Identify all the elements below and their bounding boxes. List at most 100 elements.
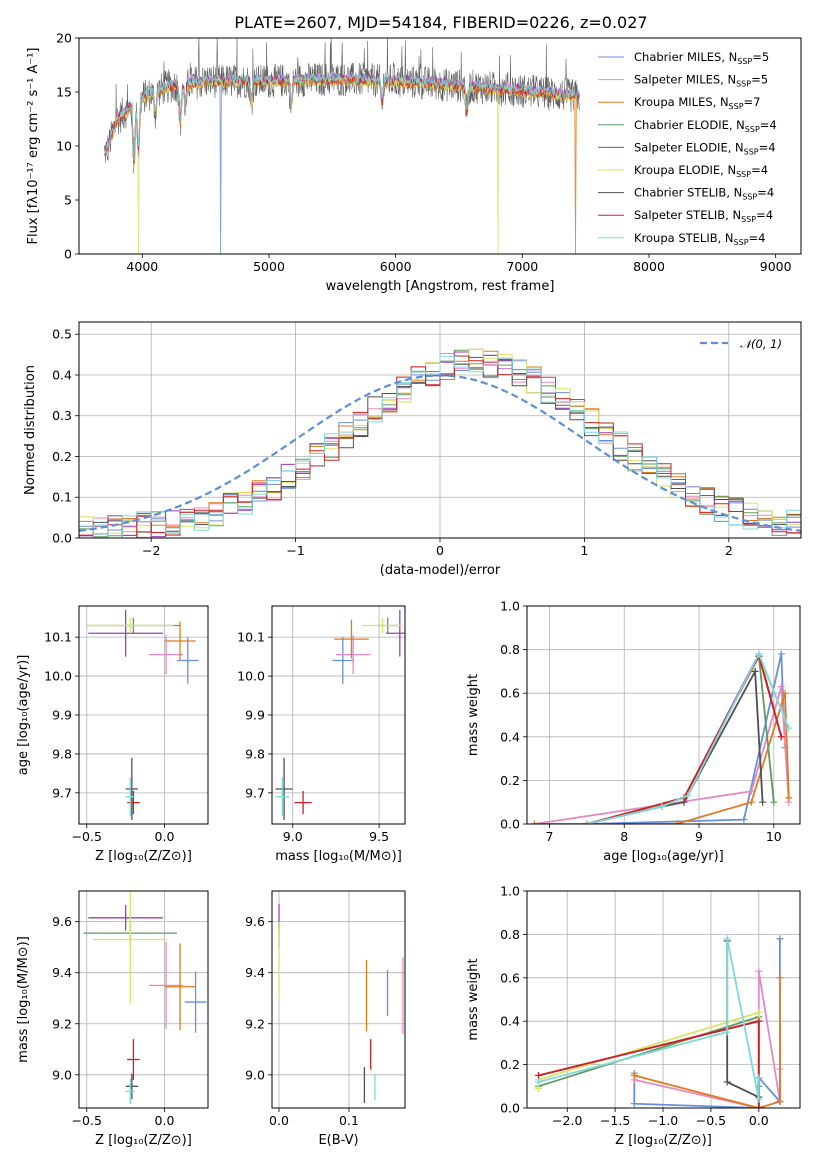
y-tick-label: 10.0 [237,669,265,684]
marker-plus [776,974,784,982]
y-tick-label: 15 [56,85,72,100]
y-tick-label: 9.7 [245,785,265,800]
mass-weight-line [538,1015,760,1088]
x-tick-label: 0.0 [155,1113,175,1128]
x-tick-label: 10 [766,829,782,844]
y-axis-label: mass weight [466,958,481,1040]
legend-label-sub: SSP [736,80,751,89]
legend-label-sub: SSP [744,147,759,156]
x-tick-label: 5000 [253,259,285,274]
mass_vs_Z-plot-area [83,891,207,1105]
normal-reference-curve [79,374,801,532]
x-tick-label: 7000 [506,259,538,274]
x-tick-label: −1 [286,543,304,558]
y-tick-label: 1.0 [500,884,520,899]
y-axis-label: Normed distribution [23,365,38,495]
marker-plus [776,935,784,943]
axes-frame [271,605,406,825]
marker-plus [530,820,538,824]
histogram-series [79,355,801,538]
x-axis-label: E(B-V) [318,1133,358,1148]
y-tick-label: 9.6 [52,914,72,929]
y-tick-label: 0.4 [500,1014,520,1029]
errorbar-point [164,621,196,661]
y-tick-label: 9.9 [52,708,72,723]
errorbar-point [386,609,405,657]
y-tick-label: 9.9 [245,708,265,723]
errorbar-point [127,1039,140,1080]
y-tick-label: 10.0 [44,669,72,684]
x-tick-label: 9 [695,829,703,844]
legend-label-sub: SSP [742,193,757,202]
axes-frame [78,890,209,1109]
x-tick-label: 9000 [760,259,792,274]
y-tick-label: 9.2 [52,1016,72,1031]
marker-plus [785,794,793,802]
legend-label-main: Salpeter MILES, N [634,73,736,87]
marker-plus [747,798,755,806]
legend-label-main: Salpeter STELIB, N [634,208,741,222]
marker-plus [658,803,666,811]
y-tick-label: 0.4 [500,729,520,744]
errorbar-point [86,617,174,634]
x-tick-label: 7 [545,829,553,844]
x-axis-label: (data-model)/error [380,563,501,578]
marker-plus [534,1084,542,1092]
y-tick-label: 9.4 [52,965,72,980]
legend-label-main: Kroupa ELODIE, N [634,163,736,177]
marker-plus [534,1078,542,1086]
marker-plus [755,1104,763,1108]
x-axis-label: Z [log₁₀(Z/Z⊙)] [95,1133,192,1148]
x-tick-label: −0.5 [72,829,102,844]
mass-weight-line [537,1011,760,1098]
legend-label: Chabrier ELODIE, NSSP=4 [634,118,777,134]
y-axis-label: age [log₁₀(age/yr)] [16,655,31,776]
marker-plus [777,733,785,741]
mass-weight-line [534,686,790,824]
y-tick-label: 9.2 [245,1016,265,1031]
mass_vs_Z-panel: −0.5 0.0 9.0 9.2 9.4 9.6 Z [log₁₀(Z/Z⊙)] mass [… [16,890,209,1148]
legend-label-suffix: =4 [760,118,777,132]
x-tick-label: 1 [580,543,588,558]
marker-plus [777,650,785,658]
x-axis-label: Z [log₁₀(Z/Z⊙)] [615,1133,712,1148]
legend-label-main: Chabrier STELIB, N [634,186,742,200]
marker-plus [777,683,785,691]
legend-label-suffix: =4 [749,231,766,245]
y-tick-label: 0.6 [500,970,520,985]
marker-plus [751,667,759,675]
x-axis-label: wavelength [Angstrom, rest frame] [326,279,555,294]
marker-plus [747,787,755,795]
age_vs_mass-panel: 9.0 9.5 9.7 9.8 9.9 10.0 10.1 mass [log₁₀(M/M⊙)… [237,605,406,864]
legend-label: Salpeter MILES, NSSP=5 [634,73,768,89]
age_vs_Z-plot-area [86,609,199,821]
x-tick-label: 0.0 [749,1113,769,1128]
legend-label: Salpeter STELIB, NSSP=4 [634,208,773,224]
marker-plus [534,1071,542,1079]
x-tick-label: 0.0 [269,1113,289,1128]
errorbar-point [127,790,140,815]
y-tick-label: 0.2 [500,773,520,788]
residual_hist-panel: −2 −1 0 1 2 0.0 0.1 0.2 0.3 0.4 0.5 (data-model)/er… [23,321,802,578]
errorbar-point [275,757,293,821]
axes-frame [78,37,802,255]
errorbar-point [92,891,168,1004]
x-tick-label: 8000 [633,259,665,274]
residual_hist-plot-area [79,348,801,538]
legend-label: Chabrier MILES, NSSP=5 [634,50,769,66]
age_vs_mass-plot-area [275,609,405,821]
y-tick-label: 10 [56,139,72,154]
errorbar-point [125,777,135,817]
age_vs_Z-panel: −0.5 0.0 9.7 9.8 9.9 10.0 10.1 Z [log₁₀(Z/Z⊙)] a… [16,605,209,864]
marker-plus [755,1009,763,1017]
spectrum-panel: 4000 5000 6000 7000 8000 9000 0 5 10 15 20 waveleng… [26,31,802,294]
ebv-panel: 0.0 0.1 9.0 9.2 9.4 9.6 E(B-V) [245,890,406,1148]
x-axis-label: Z [log₁₀(Z/Z⊙)] [95,849,192,864]
mass_weight_vs_age-panel: 7 8 9 10 0.0 0.2 0.4 0.6 0.8 1.0 age [log₁₀(age/yr… [466,599,801,864]
legend-label-suffix: =5 [751,73,768,87]
legend-label-main: Kroupa STELIB, N [634,231,734,245]
axes-frame [526,605,801,825]
y-tick-label: 10.1 [44,630,72,645]
legend-label: 𝒩(0, 1) [740,337,782,351]
y-tick-label: 0.2 [52,449,72,464]
